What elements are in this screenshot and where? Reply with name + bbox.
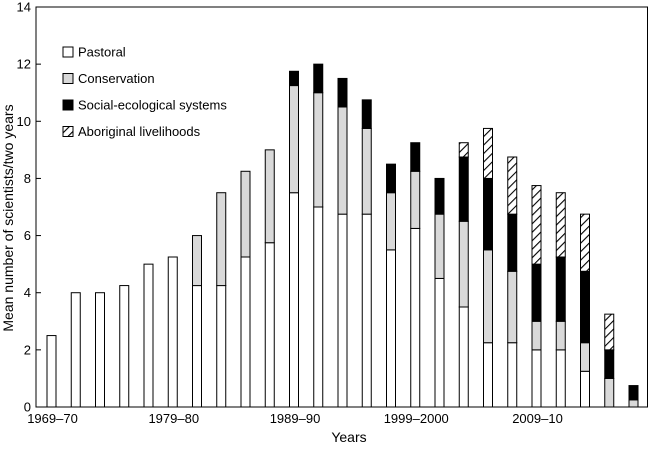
y-tick-label: 4 — [24, 285, 31, 300]
bar-segment-pastoral — [458, 306, 469, 408]
bar-segment-pastoral — [361, 213, 372, 408]
bar-segment-pastoral — [289, 192, 299, 408]
bar-segment-aboriginal-livelihoods — [604, 313, 615, 351]
bar-segment-social-ecological-systems — [507, 213, 518, 272]
bar-segment-aboriginal-livelihoods — [555, 192, 566, 258]
bar-segment-pastoral — [264, 242, 275, 408]
x-tick-label: 1979–80 — [148, 411, 199, 426]
bar-segment-aboriginal-livelihoods — [458, 142, 469, 158]
bar-segment-pastoral — [483, 342, 493, 408]
y-tick-label: 10 — [17, 114, 31, 129]
bar-segment-conservation — [216, 192, 227, 287]
bar-segment-conservation — [410, 170, 421, 229]
y-axis-title: Mean number of scientists/two years — [0, 104, 16, 331]
bar-segment-social-ecological-systems — [361, 99, 372, 129]
bar-segment-conservation — [458, 220, 469, 308]
bar-segment-aboriginal-livelihoods — [580, 213, 590, 272]
y-tick-label: 2 — [24, 342, 31, 357]
bar-segment-pastoral — [192, 285, 202, 408]
legend-label: Social-ecological systems — [78, 98, 227, 113]
bar-segment-social-ecological-systems — [410, 142, 421, 172]
bar-segment-pastoral — [386, 249, 396, 408]
bar-segment-conservation — [507, 270, 518, 344]
bar-segment-social-ecological-systems — [604, 349, 615, 379]
bar-segment-pastoral — [143, 263, 154, 408]
bar-segment-conservation — [628, 399, 639, 408]
legend-swatch — [62, 73, 74, 84]
bar-segment-pastoral — [119, 285, 130, 408]
bar-segment-social-ecological-systems — [434, 177, 445, 215]
bar-segment-social-ecological-systems — [458, 156, 469, 222]
bar-segment-social-ecological-systems — [483, 177, 493, 251]
bar-segment-conservation — [604, 377, 615, 408]
bar-segment-conservation — [192, 235, 202, 287]
legend-label: Conservation — [78, 71, 155, 86]
bar-segment-conservation — [264, 149, 275, 244]
bar-segment-conservation — [361, 127, 372, 215]
legend-swatch — [62, 126, 74, 137]
bar-segment-conservation — [434, 213, 445, 279]
bar-segment-social-ecological-systems — [289, 70, 299, 87]
axes: 0 2 4 6 8 10 12 14 1969–70 1979–80 1989–90 1999–200… — [17, 0, 648, 426]
legend-swatch — [62, 46, 74, 58]
bar-segment-conservation — [240, 170, 251, 258]
bar-segment-social-ecological-systems — [313, 63, 324, 94]
bar-segment-social-ecological-systems — [580, 270, 590, 344]
bar-segment-pastoral — [216, 285, 227, 408]
x-tick-label: 1999–2000 — [384, 411, 449, 426]
legend-label: Aboriginal livelihoods — [78, 124, 201, 139]
y-tick-label: 8 — [24, 171, 31, 186]
legend-swatch — [62, 99, 74, 111]
bar-segment-social-ecological-systems — [386, 163, 396, 194]
y-tick-label: 0 — [24, 400, 31, 415]
bar-segment-conservation — [531, 320, 542, 351]
x-tick-label: 1969–70 — [27, 411, 78, 426]
bar-segment-conservation — [313, 92, 324, 208]
bar-segment-pastoral — [410, 227, 421, 408]
bar-segment-pastoral — [95, 292, 105, 408]
y-tick-label: 12 — [17, 57, 31, 72]
bar-segment-pastoral — [507, 342, 518, 408]
x-tick-label: 2009–10 — [512, 411, 563, 426]
bar-segment-conservation — [289, 85, 299, 194]
legend: Pastoral Conservation Social-ecological sy… — [62, 45, 227, 139]
bar-segment-pastoral — [70, 292, 81, 408]
bar-segment-pastoral — [240, 256, 251, 408]
bar-segment-pastoral — [337, 213, 348, 408]
bar-segment-pastoral — [555, 349, 566, 408]
bar-segment-social-ecological-systems — [628, 385, 639, 401]
bar-segment-social-ecological-systems — [555, 256, 566, 322]
bar-segment-conservation — [580, 342, 590, 372]
legend-label: Pastoral — [78, 45, 126, 60]
y-tick-label: 6 — [24, 228, 31, 243]
bar-segment-pastoral — [167, 256, 178, 408]
bar-segment-aboriginal-livelihoods — [483, 127, 493, 179]
bar-segment-conservation — [483, 249, 493, 344]
bar-segment-conservation — [337, 106, 348, 215]
bar-segment-social-ecological-systems — [337, 77, 348, 108]
bar-segment-conservation — [386, 192, 396, 251]
bar-segment-social-ecological-systems — [531, 263, 542, 322]
bars — [46, 63, 639, 408]
x-axis-title: Years — [331, 429, 366, 445]
bar-segment-aboriginal-livelihoods — [507, 156, 518, 215]
y-tick-label: 14 — [17, 0, 31, 15]
bar-segment-pastoral — [531, 349, 542, 408]
bar-segment-pastoral — [580, 370, 590, 408]
bar-segment-pastoral — [313, 206, 324, 408]
bar-segment-pastoral — [46, 335, 57, 408]
bar-segment-pastoral — [434, 277, 445, 408]
x-tick-label: 1989–90 — [270, 411, 321, 426]
bar-segment-aboriginal-livelihoods — [531, 185, 542, 265]
bar-segment-conservation — [555, 320, 566, 351]
